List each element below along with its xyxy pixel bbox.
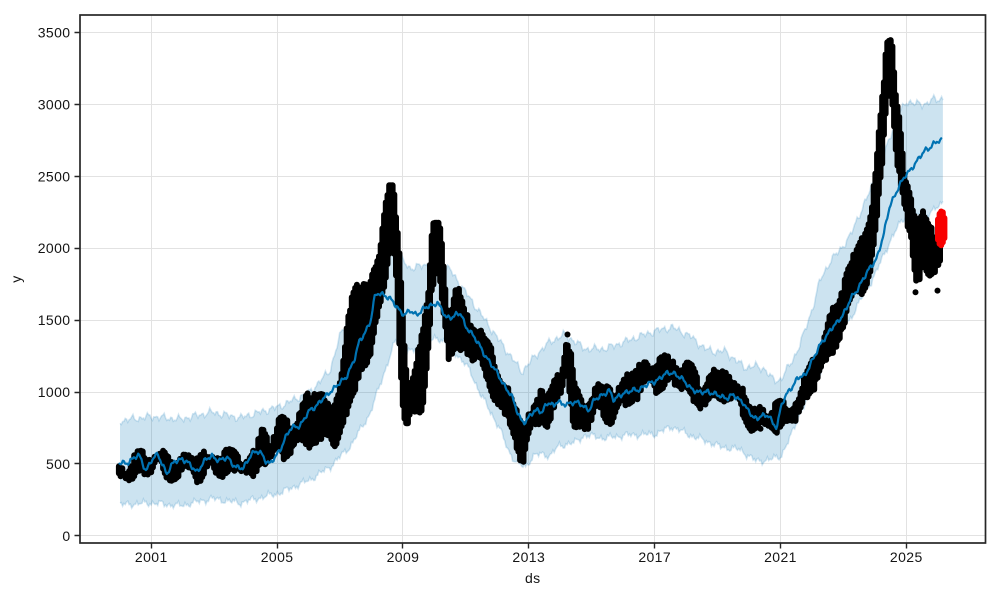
svg-text:500: 500 [46,456,71,472]
svg-text:2013: 2013 [512,549,545,565]
svg-text:ds: ds [525,570,541,586]
svg-text:3500: 3500 [38,24,71,40]
svg-text:1500: 1500 [38,312,71,328]
svg-text:2017: 2017 [638,549,671,565]
svg-text:2005: 2005 [261,549,294,565]
svg-text:2021: 2021 [764,549,797,565]
svg-text:y: y [8,275,24,282]
svg-text:2001: 2001 [135,549,168,565]
svg-text:2000: 2000 [38,240,71,256]
svg-text:2009: 2009 [387,549,420,565]
svg-text:2500: 2500 [38,168,71,184]
svg-text:1000: 1000 [38,384,71,400]
svg-text:3000: 3000 [38,96,71,112]
svg-text:0: 0 [62,528,70,544]
svg-text:2025: 2025 [890,549,923,565]
